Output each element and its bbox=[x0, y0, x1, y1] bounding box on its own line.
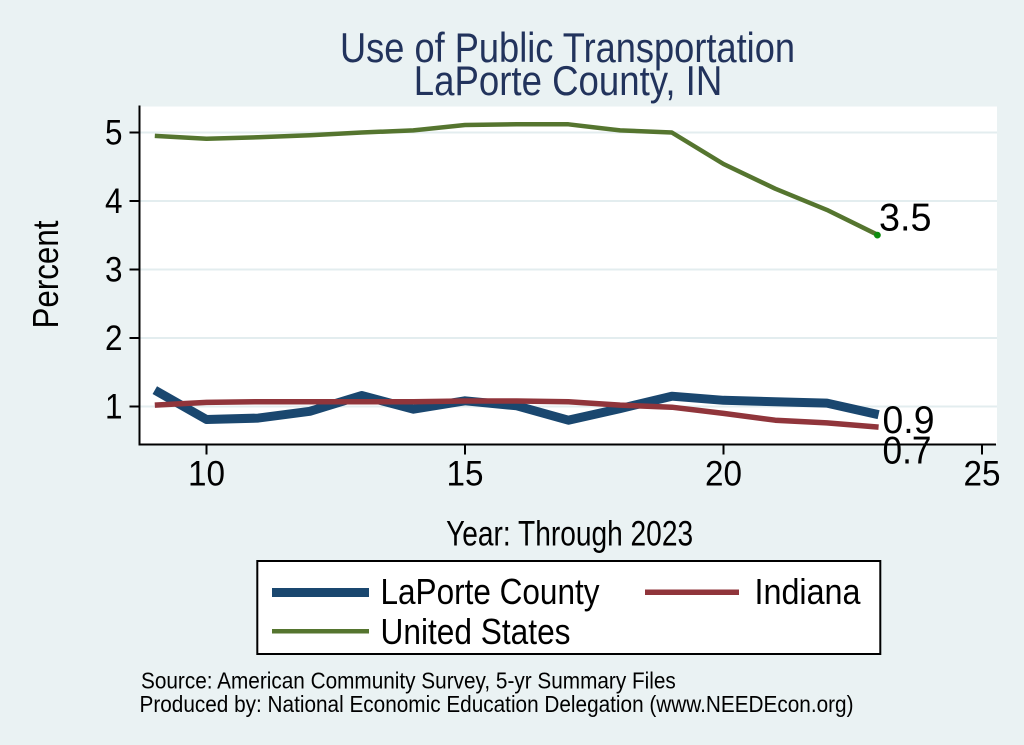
svg-text:Year: Through 2023: Year: Through 2023 bbox=[446, 515, 693, 554]
svg-text:0.7: 0.7 bbox=[883, 430, 932, 473]
svg-text:Produced by: National Economic: Produced by: National Economic Education… bbox=[140, 691, 854, 717]
svg-text:5: 5 bbox=[105, 114, 123, 153]
svg-text:20: 20 bbox=[705, 455, 742, 494]
svg-text:3.5: 3.5 bbox=[879, 197, 932, 240]
svg-text:Indiana: Indiana bbox=[755, 571, 862, 612]
svg-text:Percent: Percent bbox=[25, 221, 66, 329]
svg-text:2: 2 bbox=[105, 319, 123, 358]
svg-text:15: 15 bbox=[447, 455, 484, 494]
svg-text:Use of Public Transportation: Use of Public Transportation bbox=[340, 24, 795, 71]
svg-text:4: 4 bbox=[105, 182, 123, 221]
svg-text:LaPorte County: LaPorte County bbox=[381, 571, 600, 612]
svg-text:3: 3 bbox=[105, 251, 123, 290]
svg-text:LaPorte County, IN: LaPorte County, IN bbox=[414, 57, 723, 104]
svg-text:10: 10 bbox=[188, 455, 225, 494]
svg-text:0.9: 0.9 bbox=[883, 399, 935, 442]
svg-text:25: 25 bbox=[964, 455, 1001, 494]
svg-text:Source: American Community Sur: Source: American Community Survey, 5-yr … bbox=[141, 667, 676, 693]
svg-text:United States: United States bbox=[381, 611, 571, 652]
svg-text:1: 1 bbox=[105, 388, 123, 427]
